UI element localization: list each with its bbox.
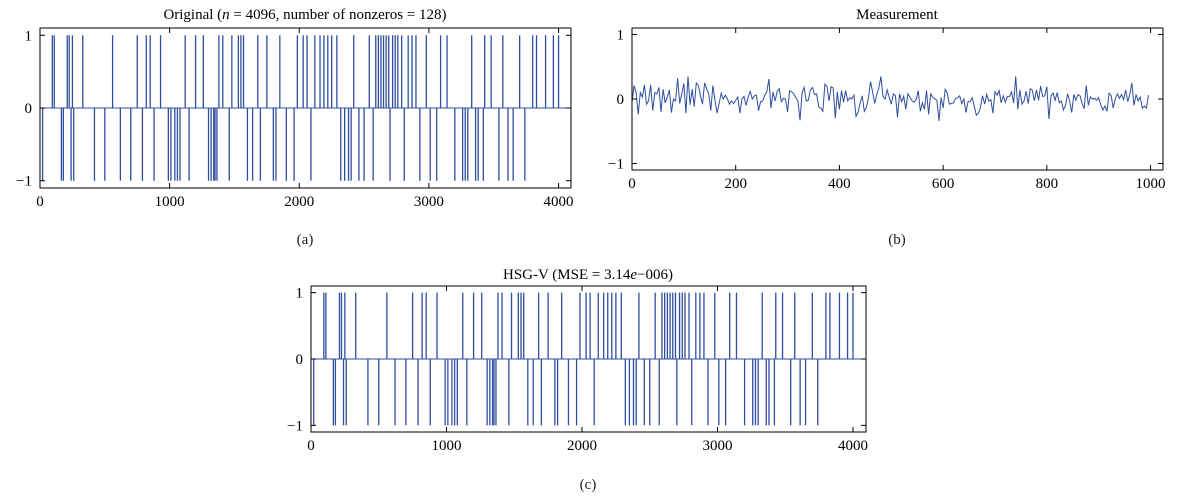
y-tick-label: 0 <box>25 101 33 117</box>
x-tick-label: 2000 <box>567 438 597 454</box>
panel-c-plot-area: 0 1000 2000 3000 4000−101 <box>287 285 868 454</box>
x-tick-label: 0 <box>36 194 44 210</box>
panel-a-title: Original (n = 4096, number of nonzeros =… <box>163 7 446 23</box>
x-tick-label: 2000 <box>284 194 314 210</box>
panel-c-hsg-v: HSG-V (MSE = 3.14e−006) 0 1000 2000 3000 400… <box>287 267 868 493</box>
x-tick-label: 1000 <box>155 194 185 210</box>
panel-b-plot-area: 0 200 400 600 800 1000−101 <box>608 27 1166 192</box>
panel-a-original: Original (n = 4096, number of nonzeros =… <box>16 7 574 248</box>
panel-b-label: (b) <box>888 232 906 248</box>
measurement-line <box>632 76 1149 121</box>
y-tick-label: 0 <box>296 352 304 368</box>
series-group <box>311 292 866 426</box>
x-tick-label: 4000 <box>544 194 574 210</box>
x-tick-label: 3000 <box>702 438 732 454</box>
panel-a-label: (a) <box>297 232 314 248</box>
title-part: Original ( <box>163 7 222 23</box>
x-tick-label: 1000 <box>1136 176 1166 192</box>
y-tick-label: 1 <box>617 27 625 43</box>
x-tick-label: 800 <box>1036 176 1059 192</box>
title-part: n <box>222 7 230 23</box>
x-tick-label: 3000 <box>414 194 444 210</box>
panel-a-plot-area: 0 1000 2000 3000 4000−101 <box>16 27 574 210</box>
panel-c-title: HSG-V (MSE = 3.14e−006) <box>503 267 673 283</box>
x-tick-label: 1000 <box>431 438 461 454</box>
x-tick-label: 0 <box>307 438 315 454</box>
title-part: = 4096, number of nonzeros = 128) <box>230 7 447 23</box>
y-tick-label: −1 <box>16 174 32 190</box>
y-tick-label: −1 <box>287 418 303 434</box>
x-tick-label: 400 <box>828 176 851 192</box>
y-tick-label: −1 <box>608 157 624 173</box>
panel-c-label: (c) <box>580 477 597 493</box>
x-tick-label: 600 <box>932 176 955 192</box>
panel-b-title: Measurement <box>856 7 938 23</box>
x-tick-label: 0 <box>628 176 636 192</box>
panel-b-measurement: Measurement 0 200 400 600 800 1000−101 (b) <box>608 7 1166 248</box>
series-group <box>632 76 1149 121</box>
x-tick-label: 200 <box>724 176 747 192</box>
y-tick-label: 1 <box>296 286 304 302</box>
y-tick-label: 1 <box>25 28 33 44</box>
x-tick-label: 4000 <box>838 438 868 454</box>
title-part: e <box>630 267 637 283</box>
title-part: HSG-V (MSE = 3.14 <box>503 267 631 283</box>
series-group <box>40 35 571 181</box>
title-part: −006) <box>637 267 673 283</box>
y-tick-label: 0 <box>617 92 625 108</box>
